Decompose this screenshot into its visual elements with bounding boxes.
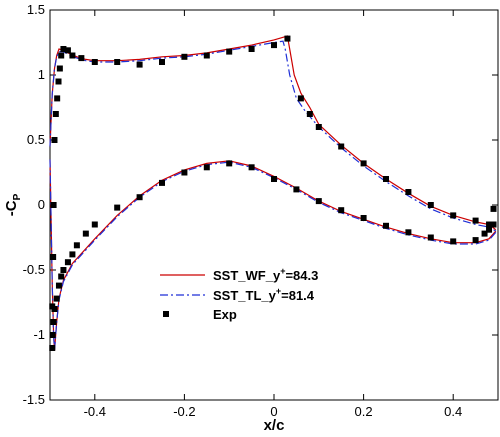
exp-point-51: [181, 53, 188, 60]
exp-point-7: [60, 267, 67, 273]
exp-point-58: [306, 111, 313, 117]
exp-point-18: [226, 160, 233, 167]
exp-point-13: [114, 204, 121, 211]
x-tick-label-1: -0.2: [173, 404, 195, 419]
y-tick-label-1: -1: [33, 327, 45, 342]
x-tick-label-0: -0.4: [84, 404, 106, 419]
legend-label-sst-wf: SST_WF_y+=84.3: [213, 266, 318, 283]
exp-point-39: [54, 95, 61, 102]
exp-point-44: [64, 47, 71, 54]
y-tick-labels: -1.5 -1 -0.5 0 0.5 1 1.5: [23, 2, 45, 407]
exp-point-6: [58, 273, 65, 280]
exp-point-65: [450, 212, 457, 219]
exp-point-45: [69, 52, 76, 59]
exp-point-43: [60, 46, 67, 52]
exp-point-26: [405, 229, 412, 236]
exp-point-5: [55, 282, 62, 289]
exp-point-33: [490, 205, 497, 212]
exp-point-35: [50, 254, 57, 260]
exp-point-9: [69, 251, 76, 258]
series-1-lower-line: [49, 159, 497, 351]
y-axis-title-main: -C: [3, 200, 20, 216]
exp-point-31: [486, 226, 493, 233]
y-axis-title: -CP: [3, 193, 23, 216]
experiment-points: [49, 35, 497, 351]
y-axis-title-subscript: P: [12, 193, 23, 200]
exp-point-11: [82, 230, 89, 237]
exp-point-2: [50, 319, 57, 325]
exp-point-41: [56, 65, 63, 72]
exp-point-63: [405, 189, 412, 195]
exp-point-47: [91, 59, 98, 65]
exp-point-50: [159, 59, 165, 65]
y-tick-label-2: -0.5: [23, 262, 45, 277]
exp-point-1: [49, 332, 56, 338]
series-0-lower-line: [49, 159, 497, 351]
exp-point-24: [360, 215, 367, 221]
x-axis-title: x/c: [264, 417, 285, 434]
exp-point-64: [427, 202, 434, 208]
exp-point-46: [78, 55, 85, 62]
legend-label-sst-tl: SST_TL_y+=81.4: [213, 286, 315, 303]
exp-point-23: [338, 207, 345, 214]
exp-point-59: [315, 124, 322, 130]
exp-point-15: [159, 179, 165, 186]
exp-point-67: [486, 221, 493, 228]
exp-point-57: [297, 95, 304, 102]
exp-point-22: [315, 198, 322, 205]
exp-point-62: [383, 176, 389, 182]
x-tick-labels: -0.4 -0.2 0 0.2 0.4: [84, 404, 463, 419]
exp-point-55: [271, 42, 277, 49]
y-tick-label-5: 1: [38, 67, 45, 82]
exp-point-52: [203, 52, 210, 59]
exp-point-17: [203, 164, 210, 171]
exp-point-25: [383, 222, 389, 229]
exp-point-61: [360, 160, 367, 167]
exp-point-56: [284, 35, 291, 42]
exp-point-29: [472, 237, 479, 244]
exp-point-34: [49, 303, 56, 310]
exp-point-8: [64, 259, 71, 266]
y-tick-label-4: 0.5: [27, 132, 45, 147]
exp-point-21: [293, 186, 300, 193]
exp-point-60: [338, 143, 345, 150]
y-tick-label-6: 1.5: [27, 2, 45, 17]
exp-point-36: [50, 202, 57, 208]
exp-point-0: [49, 345, 56, 351]
y-tick-label-0: -1.5: [23, 392, 45, 407]
legend-label-exp: Exp: [213, 307, 237, 322]
exp-point-27: [427, 234, 434, 241]
exp-point-37: [51, 137, 58, 143]
exp-point-54: [248, 46, 255, 52]
exp-point-53: [226, 48, 233, 55]
exp-point-40: [55, 78, 62, 85]
exp-point-49: [136, 61, 143, 68]
exp-point-30: [481, 230, 488, 237]
legend: SST_WF_y+=84.3 SST_TL_y+=81.4 Exp: [160, 266, 318, 322]
x-tick-label-2: 0: [270, 404, 277, 419]
exp-point-28: [450, 238, 457, 245]
y-tick-label-3: 0: [38, 197, 45, 212]
exp-point-32: [490, 221, 497, 228]
x-tick-label-4: 0.4: [444, 404, 462, 419]
exp-point-66: [472, 217, 479, 224]
exp-point-10: [73, 242, 80, 249]
exp-point-16: [181, 169, 188, 176]
exp-point-19: [248, 164, 255, 171]
series-lines: [49, 35, 497, 351]
exp-point-20: [271, 176, 277, 182]
series-0-upper-line: [49, 35, 497, 231]
exp-point-38: [52, 111, 59, 117]
exp-point-4: [53, 295, 60, 302]
exp-point-48: [114, 59, 121, 65]
legend-marker-exp: [163, 311, 169, 317]
exp-point-12: [91, 221, 98, 228]
exp-point-14: [136, 194, 143, 201]
exp-point-42: [58, 52, 65, 59]
x-tick-label-3: 0.2: [355, 404, 373, 419]
